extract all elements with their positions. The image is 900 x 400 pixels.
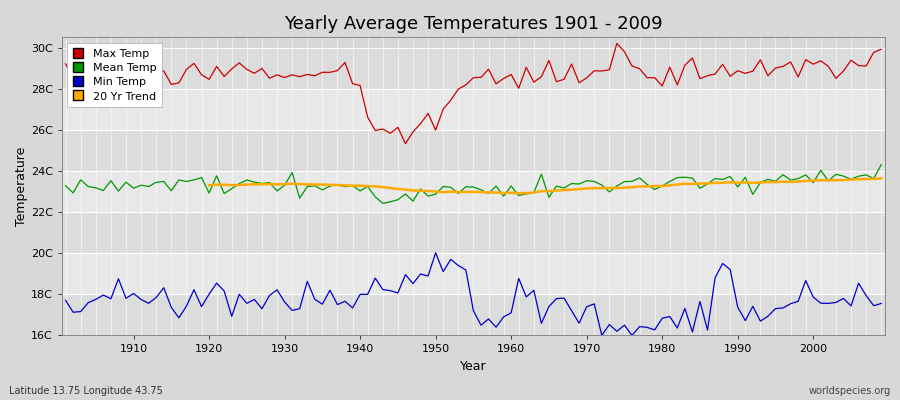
Text: Latitude 13.75 Longitude 43.75: Latitude 13.75 Longitude 43.75 (9, 386, 163, 396)
Bar (62, 294, 885, 336)
X-axis label: Year: Year (460, 360, 487, 373)
Text: worldspecies.org: worldspecies.org (809, 386, 891, 396)
Bar (62, 130, 885, 171)
Bar (62, 253, 885, 294)
Bar (62, 171, 885, 212)
Bar (62, 89, 885, 130)
Bar (62, 48, 885, 89)
Y-axis label: Temperature: Temperature (15, 147, 28, 226)
Title: Yearly Average Temperatures 1901 - 2009: Yearly Average Temperatures 1901 - 2009 (284, 15, 662, 33)
Legend: Max Temp, Mean Temp, Min Temp, 20 Yr Trend: Max Temp, Mean Temp, Min Temp, 20 Yr Tre… (68, 43, 162, 107)
Bar (62, 212, 885, 253)
